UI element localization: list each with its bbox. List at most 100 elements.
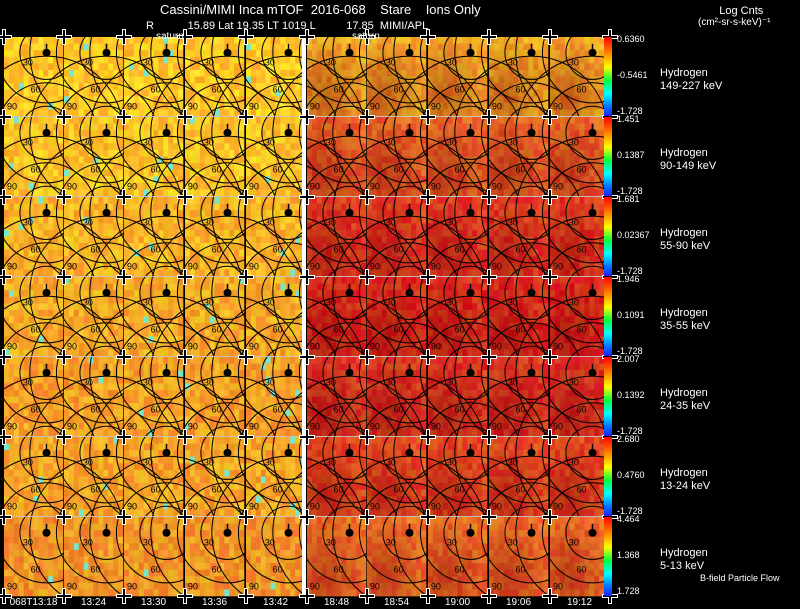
image-panel: 30 60 90 [150,0,305,130]
contour-label: 60 [455,484,465,494]
contour-label: 30 [326,217,336,227]
contour-label: 90 [7,262,17,272]
contour-label: 30 [143,537,153,547]
contour-label: 60 [31,324,41,334]
contour-label: 30 [265,297,275,307]
grid-cross-marker [420,269,436,285]
channel-label: Hydrogen 55-90 keV [660,227,710,253]
contour-label: 60 [455,244,465,254]
grid-cross-marker [238,509,254,525]
grid-cross-marker [56,349,72,365]
grid-cross-marker [238,269,254,285]
colorbar-min-value: -1.728 [617,426,643,436]
image-panel: 30 60 90 [393,0,548,130]
contour-label: 90 [67,102,77,112]
grid-cross-marker [359,29,375,45]
colorbar [604,517,612,596]
grid-cross-marker [420,349,436,365]
contour-label: 60 [91,164,101,174]
contour-label: 30 [23,57,33,67]
contour-label: 30 [326,137,336,147]
contour-label: 90 [492,182,502,192]
grid-cross-marker [420,189,436,205]
image-panel: 30 60 90 [150,215,305,370]
contour-label: 30 [508,457,518,467]
colorbar-max-value: 1.681 [617,194,640,204]
contour-label: 60 [273,244,283,254]
channel-species: Hydrogen [660,547,708,559]
contour-label: 60 [334,404,344,414]
colorbar-mid-value: 1.368 [617,550,640,560]
contour-label: 60 [516,164,526,174]
colorbar-max-value: 2.007 [617,354,640,364]
contour-label: 90 [7,422,17,432]
contour-label: 90 [127,502,137,512]
grid-cross-marker [481,109,497,125]
contour-label: 30 [143,217,153,227]
contour-label: 30 [447,137,457,147]
channel-label: Hydrogen 149-227 keV [660,67,722,93]
contour-label: 60 [212,324,222,334]
contour-label: 60 [91,484,101,494]
colorbar [604,357,612,436]
contour-label: 90 [249,182,259,192]
contour-label: 30 [447,537,457,547]
contour-label: 90 [127,182,137,192]
contour-label: 60 [273,84,283,94]
contour-label: 30 [83,57,93,67]
grid-cross-marker [56,109,72,125]
contour-label: 90 [127,342,137,352]
contour-label: 90 [188,102,198,112]
contour-label: 90 [67,262,77,272]
contour-label: 90 [492,582,502,592]
contour-label: 60 [516,244,526,254]
contour-label: 30 [386,137,396,147]
contour-label: 30 [265,57,275,67]
grid-cross-marker [359,588,375,604]
contour-label: 90 [249,102,259,112]
contour-label: 90 [492,262,502,272]
contour-label: 90 [431,102,441,112]
contour-label: 60 [334,164,344,174]
contour-label: 30 [326,57,336,67]
contour-label: 90 [67,182,77,192]
contour-label: 90 [492,502,502,512]
contour-label: 90 [310,102,320,112]
grid-cross-marker [420,429,436,445]
contour-label: 30 [447,217,457,227]
image-panel: 30 60 90 [393,215,548,370]
image-panel: 30 60 90 [454,295,609,450]
colorbar-min-value: -1.728 [617,346,643,356]
contour-label: 60 [577,244,587,254]
grid-cross-marker [238,29,254,45]
contour-label: 90 [310,342,320,352]
grid-cross-marker [116,349,132,365]
contour-label: 30 [569,457,579,467]
grid-cross-marker [0,588,12,604]
colorbar-mid-value: 0.02367 [617,230,650,240]
time-tick-label: 13:24 [80,597,107,608]
grid-cross-marker [542,29,558,45]
contour-label: 30 [326,297,336,307]
contour-label: 30 [508,137,518,147]
contour-label: 30 [143,137,153,147]
grid-cross-marker [116,109,132,125]
colorbar-max-value: 2.680 [617,434,640,444]
grid-cross-marker [542,269,558,285]
grid-cross-marker [238,429,254,445]
grid-cross-marker [0,269,12,285]
contour-label: 30 [143,297,153,307]
image-panel: 30 60 90 [393,455,548,609]
grid-cross-marker [238,588,254,604]
contour-label: 60 [334,324,344,334]
image-panel: 30 60 90 [89,135,244,290]
contour-label: 60 [577,164,587,174]
channel-energy: 24-35 keV [660,400,711,412]
grid-cross-marker [177,189,193,205]
grid-cross-marker [177,269,193,285]
contour-label: 90 [553,582,563,592]
grid-cross-marker [359,429,375,445]
contour-label: 60 [31,164,41,174]
grid-cross-marker [359,269,375,285]
contour-label: 90 [127,102,137,112]
